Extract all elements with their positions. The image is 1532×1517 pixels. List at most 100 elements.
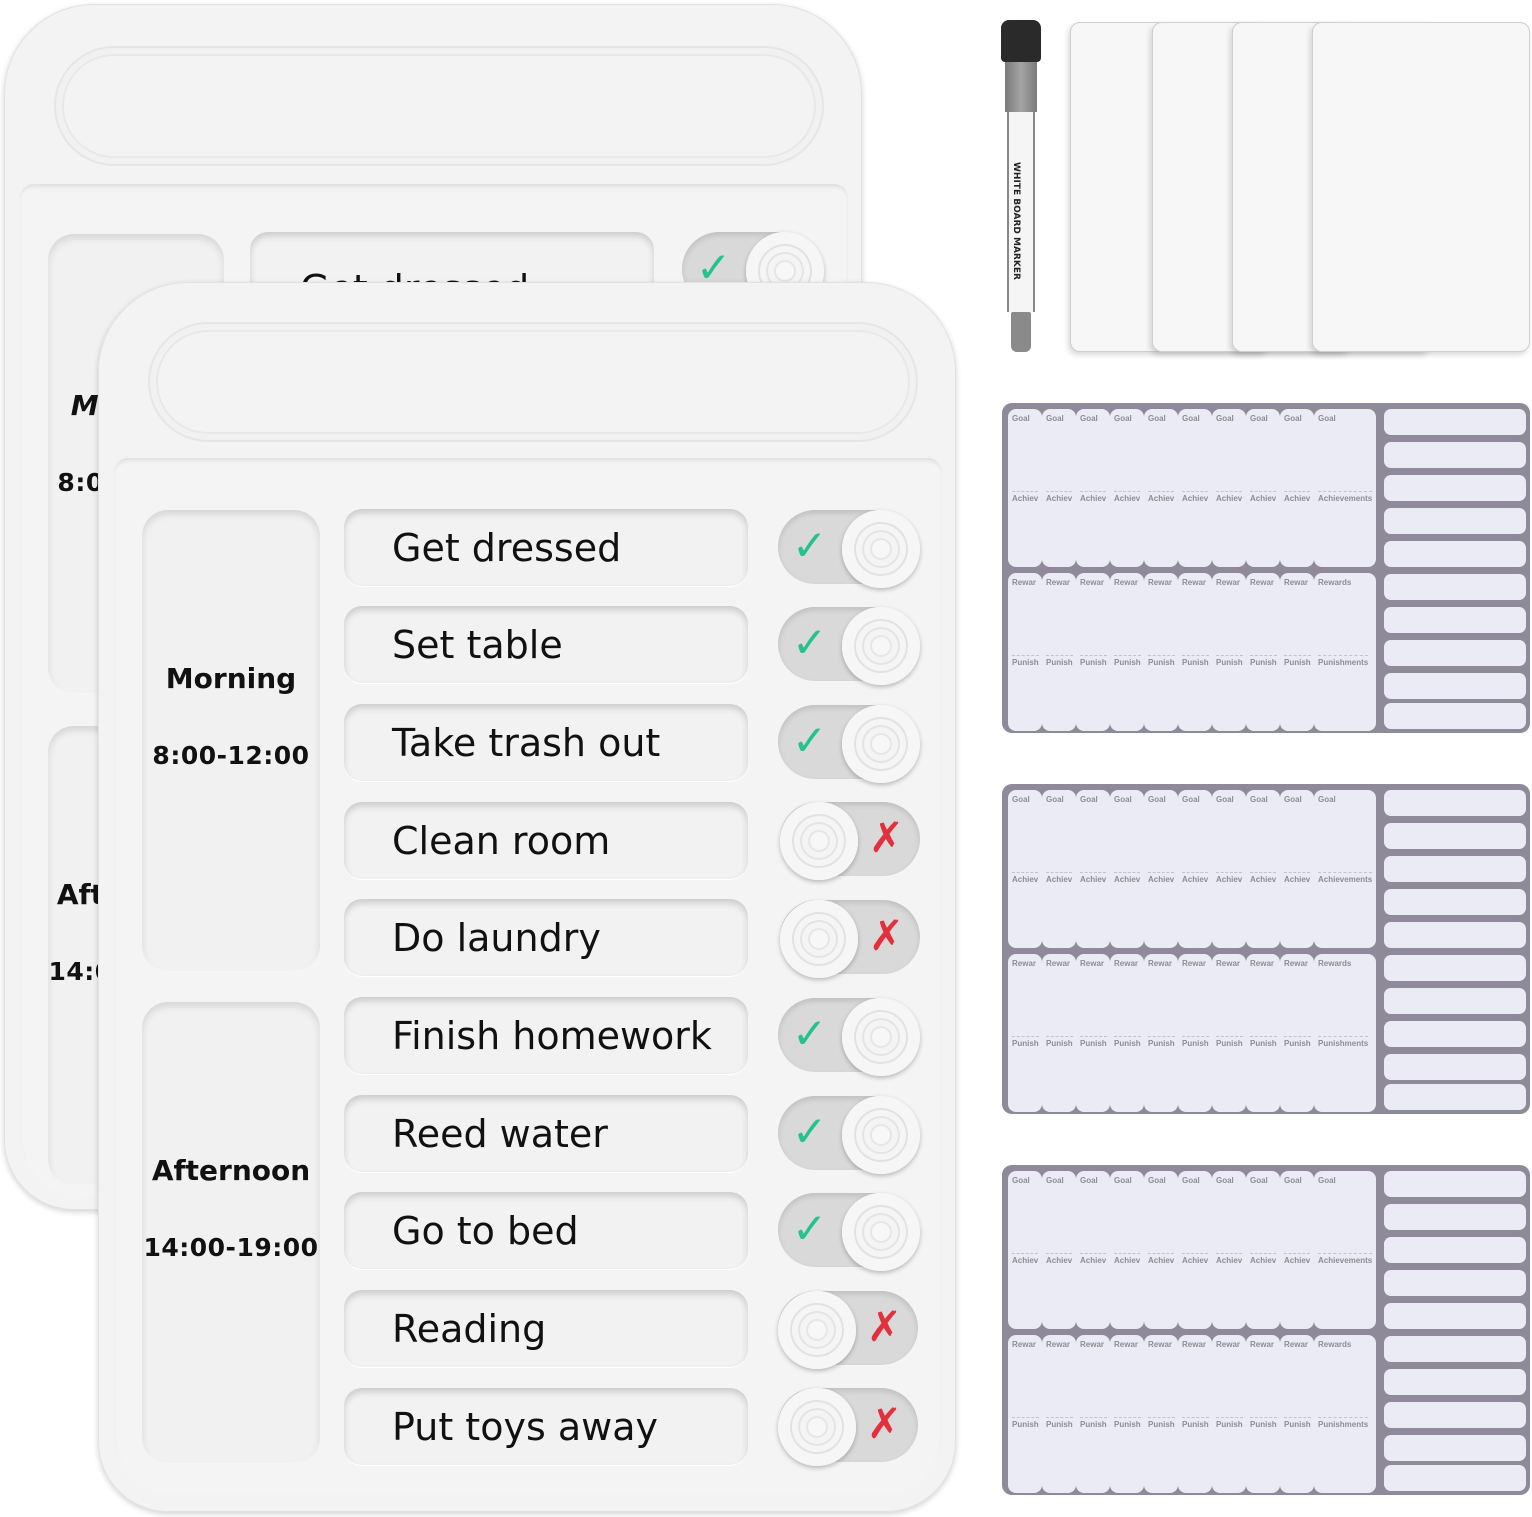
task-row[interactable]: Reading [344,1290,748,1367]
task-row[interactable]: Finish homework [344,997,748,1074]
rewards-tag[interactable]: Rewar Punish [1042,573,1076,731]
task-row[interactable]: Do laundry [344,899,748,976]
blank-label-strip[interactable] [1384,790,1526,816]
goal-tag[interactable]: Goal Achiev [1212,1171,1246,1329]
blank-label-strip[interactable] [1384,889,1526,915]
blank-label-strip[interactable] [1384,442,1526,468]
rewards-tag[interactable]: Rewar Punish [1110,954,1144,1112]
goal-tag[interactable]: Goal Achiev [1076,409,1110,567]
goal-tag[interactable]: Goal Achiev [1178,790,1212,948]
task-toggle[interactable]: ✓ [778,510,920,588]
rewards-tag[interactable]: Rewar Punish [1144,1335,1178,1493]
back-board-title-slot[interactable] [54,46,824,166]
goal-tag[interactable]: Goal Achiev [1212,790,1246,948]
rewards-tag[interactable]: Rewar Punish [1144,954,1178,1112]
blank-label-strip[interactable] [1384,1237,1526,1263]
goal-tag[interactable]: Goal Achiev [1008,409,1042,567]
goal-tag[interactable]: Goal Achiev [1008,790,1042,948]
rewards-tag[interactable]: Rewar Punish [1008,954,1042,1112]
goal-tag[interactable]: Goal Achiev [1246,1171,1280,1329]
goal-tag[interactable]: Goal Achiev [1144,409,1178,567]
blank-label-strip[interactable] [1384,673,1526,699]
blank-label-strip[interactable] [1384,1171,1526,1197]
blank-label-strip[interactable] [1384,922,1526,948]
rewards-tag[interactable]: Rewar Punish [1076,1335,1110,1493]
task-row[interactable]: Get dressed [344,509,748,586]
goal-tag[interactable]: Goal Achievements [1314,790,1376,948]
goal-tag[interactable]: Goal Achiev [1076,1171,1110,1329]
goal-tag[interactable]: Goal Achiev [1178,409,1212,567]
rewards-tag[interactable]: Rewar Punish [1076,954,1110,1112]
rewards-tag[interactable]: Rewar Punish [1042,954,1076,1112]
goal-tag[interactable]: Goal Achiev [1110,1171,1144,1329]
rewards-tag[interactable]: Rewar Punish [1246,573,1280,731]
rewards-tag[interactable]: Rewar Punish [1008,573,1042,731]
blank-label-strip[interactable] [1384,823,1526,849]
goal-tag[interactable]: Goal Achiev [1246,409,1280,567]
rewards-tag[interactable]: Rewar Punish [1246,1335,1280,1493]
goal-tag[interactable]: Goal Achiev [1144,790,1178,948]
blank-label-strip[interactable] [1384,988,1526,1014]
rewards-tag[interactable]: Rewar Punish [1178,573,1212,731]
blank-label-strip[interactable] [1384,856,1526,882]
blank-label-strip[interactable] [1384,508,1526,534]
blank-label-strip[interactable] [1384,574,1526,600]
rewards-tag[interactable]: Rewar Punish [1280,1335,1314,1493]
goal-tag[interactable]: Goal Achiev [1280,790,1314,948]
blank-label-strip[interactable] [1384,703,1526,729]
rewards-tag[interactable]: Rewar Punish [1212,573,1246,731]
rewards-tag[interactable]: Rewar Punish [1008,1335,1042,1493]
blank-label-strip[interactable] [1384,541,1526,567]
goal-tag[interactable]: Goal Achiev [1110,409,1144,567]
rewards-tag[interactable]: Rewards Punishments [1314,1335,1376,1493]
task-row[interactable]: Go to bed [344,1192,748,1269]
task-row[interactable]: Put toys away [344,1388,748,1465]
task-toggle[interactable]: ✓ [778,998,920,1076]
goal-tag[interactable]: Goal Achiev [1280,409,1314,567]
blank-label-strip[interactable] [1384,1270,1526,1296]
blank-label-strip[interactable] [1384,1054,1526,1080]
rewards-tag[interactable]: Rewar Punish [1212,1335,1246,1493]
rewards-tag[interactable]: Rewar Punish [1042,1335,1076,1493]
task-toggle[interactable]: ✓ [778,607,920,685]
blank-label-strip[interactable] [1384,1084,1526,1110]
blank-label-strip[interactable] [1384,1369,1526,1395]
goal-tag[interactable]: Goal Achiev [1008,1171,1042,1329]
task-toggle[interactable]: ✓ [778,705,920,783]
goal-tag[interactable]: Goal Achiev [1246,790,1280,948]
rewards-tag[interactable]: Rewar Punish [1178,954,1212,1112]
goal-tag[interactable]: Goal Achievements [1314,1171,1376,1329]
blank-label-strip[interactable] [1384,1204,1526,1230]
blank-label-strip[interactable] [1384,640,1526,666]
rewards-tag[interactable]: Rewar Punish [1110,1335,1144,1493]
task-toggle[interactable]: ✓ [778,1193,920,1271]
rewards-tag[interactable]: Rewar Punish [1178,1335,1212,1493]
blank-label-strip[interactable] [1384,1402,1526,1428]
goal-tag[interactable]: Goal Achievements [1314,409,1376,567]
blank-label-strip[interactable] [1384,955,1526,981]
goal-tag[interactable]: Goal Achiev [1042,790,1076,948]
blank-label-strip[interactable] [1384,1465,1526,1491]
goal-tag[interactable]: Goal Achiev [1144,1171,1178,1329]
front-board-title-slot[interactable] [148,322,918,442]
goal-tag[interactable]: Goal Achiev [1042,1171,1076,1329]
goal-tag[interactable]: Goal Achiev [1042,409,1076,567]
task-row[interactable]: Take trash out [344,704,748,781]
blank-label-strip[interactable] [1384,409,1526,435]
blank-label-strip[interactable] [1384,1021,1526,1047]
task-toggle[interactable]: ✗ [778,1291,918,1369]
task-toggle[interactable]: ✗ [778,1388,918,1466]
blank-label-strip[interactable] [1384,1435,1526,1461]
task-toggle[interactable]: ✗ [780,802,920,880]
rewards-tag[interactable]: Rewards Punishments [1314,954,1376,1112]
rewards-tag[interactable]: Rewar Punish [1076,573,1110,731]
rewards-tag[interactable]: Rewar Punish [1110,573,1144,731]
task-toggle[interactable]: ✓ [778,1096,920,1174]
goal-tag[interactable]: Goal Achiev [1110,790,1144,948]
goal-tag[interactable]: Goal Achiev [1212,409,1246,567]
task-row[interactable]: Clean room [344,802,748,879]
rewards-tag[interactable]: Rewar Punish [1280,573,1314,731]
rewards-tag[interactable]: Rewar Punish [1144,573,1178,731]
task-row[interactable]: Reed water [344,1095,748,1172]
task-row[interactable]: Set table [344,606,748,683]
